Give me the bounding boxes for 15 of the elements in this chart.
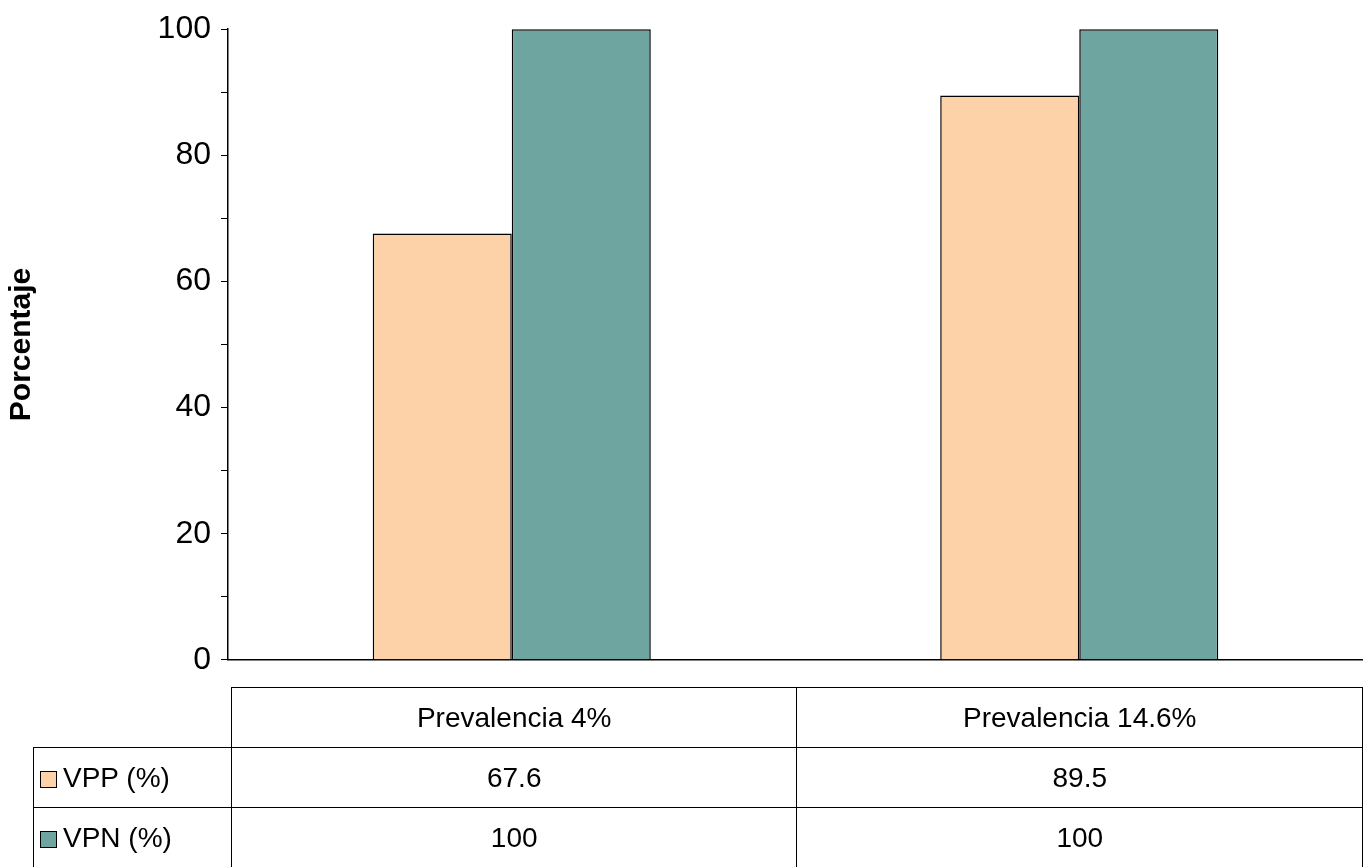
- y-tick-label: 60: [175, 261, 211, 298]
- data-label: 89.5: [796, 747, 1363, 808]
- y-tick-label: 20: [175, 513, 211, 550]
- x-tick-label: Prevalencia 14.6%: [796, 687, 1363, 748]
- data-label: 100: [231, 807, 797, 867]
- y-tick-label: 0: [193, 639, 211, 676]
- y-tick-label: 80: [175, 135, 211, 172]
- x-tick-label: Prevalencia 4%: [231, 687, 797, 748]
- legend-label: VPN (%): [33, 807, 232, 867]
- y-tick-label: 100: [157, 9, 211, 46]
- y-tick-label: 40: [175, 387, 211, 424]
- legend-label: VPP (%): [33, 747, 232, 808]
- y-axis-title: Porcentaje: [3, 267, 37, 422]
- data-label: 100: [796, 807, 1363, 867]
- data-label: 67.6: [231, 747, 797, 808]
